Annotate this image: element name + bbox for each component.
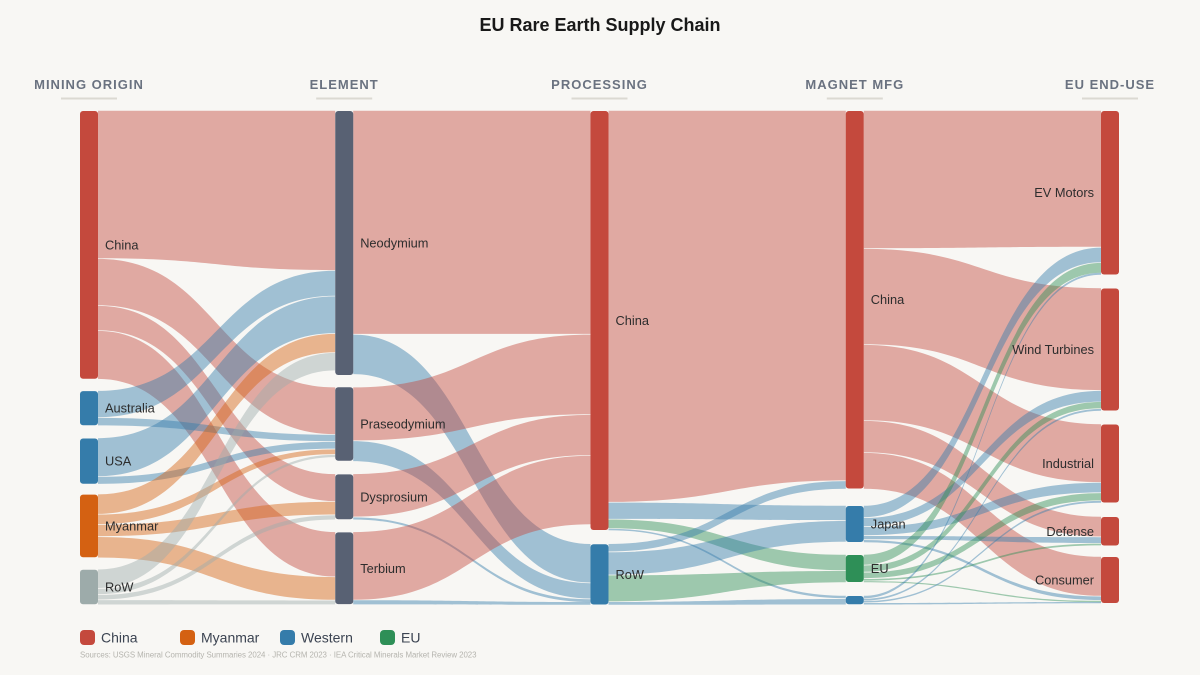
svg-text:Wind Turbines: Wind Turbines [1012,342,1094,357]
svg-text:PROCESSING: PROCESSING [551,77,648,92]
svg-text:ELEMENT: ELEMENT [310,77,379,92]
svg-text:Consumer: Consumer [1035,573,1095,588]
svg-text:Praseodymium: Praseodymium [360,416,445,431]
svg-text:Dysprosium: Dysprosium [360,489,428,504]
svg-text:Defense: Defense [1046,524,1094,539]
svg-text:Japan: Japan [871,517,906,532]
svg-text:Terbium: Terbium [360,561,406,576]
svg-text:EU Rare Earth Supply Chain: EU Rare Earth Supply Chain [479,15,720,35]
svg-text:EU END-USE: EU END-USE [1065,77,1155,92]
svg-text:EV Motors: EV Motors [1034,185,1094,200]
svg-text:MINING ORIGIN: MINING ORIGIN [34,77,144,92]
svg-text:RoW: RoW [616,567,645,582]
svg-text:Myanmar: Myanmar [105,518,159,533]
svg-text:China: China [101,630,138,646]
svg-text:EU: EU [401,630,420,646]
svg-text:Neodymium: Neodymium [360,236,428,251]
svg-text:China: China [616,313,650,328]
svg-text:Sources: USGS Mineral Commodit: Sources: USGS Mineral Commodity Summarie… [80,651,477,660]
svg-text:MAGNET MFG: MAGNET MFG [805,77,904,92]
svg-text:Australia: Australia [105,401,156,416]
svg-text:China: China [871,292,905,307]
svg-text:RoW: RoW [105,580,134,595]
svg-text:Myanmar: Myanmar [201,630,260,646]
svg-text:Industrial: Industrial [1042,456,1094,471]
svg-text:Western: Western [301,630,353,646]
svg-text:China: China [105,237,139,252]
svg-text:EU: EU [871,561,889,576]
svg-text:USA: USA [105,454,132,469]
